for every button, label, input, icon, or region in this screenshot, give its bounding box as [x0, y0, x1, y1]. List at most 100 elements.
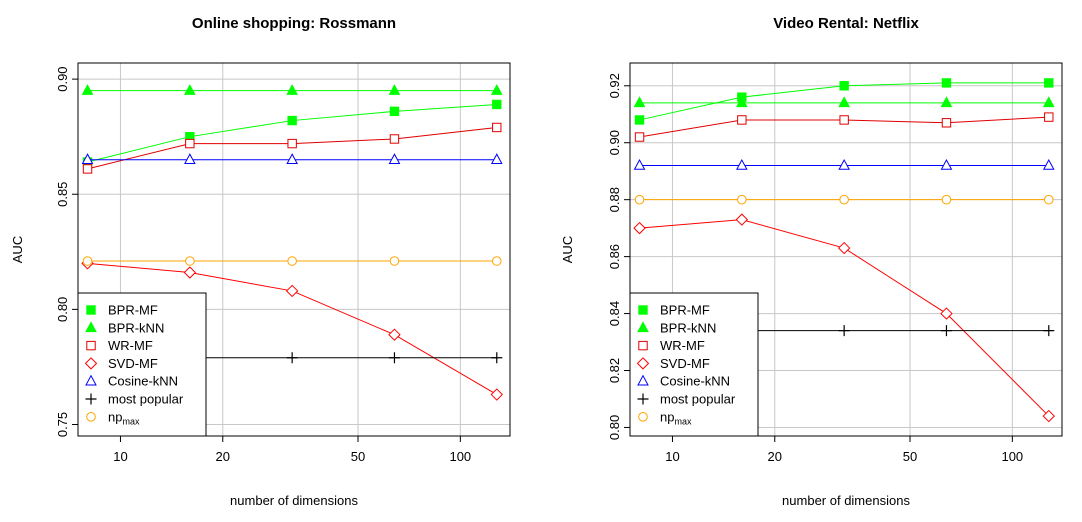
data-point	[634, 194, 645, 205]
series-np	[82, 256, 502, 266]
legend-marker	[638, 340, 648, 351]
data-point	[388, 352, 400, 364]
data-point	[286, 352, 298, 364]
y-tick-label: 0.84	[607, 301, 622, 326]
data-point	[737, 115, 747, 125]
data-point	[941, 118, 952, 128]
legend-marker	[637, 321, 649, 333]
data-point	[839, 194, 849, 205]
legend-label: npmax	[108, 409, 140, 426]
y-axis-label: AUC	[10, 236, 25, 263]
y-tick-label: 0.85	[55, 182, 70, 207]
data-point	[940, 325, 952, 337]
legend-label: Cosine-kNN	[108, 374, 178, 389]
data-point	[736, 96, 748, 108]
data-point	[941, 194, 952, 205]
legend-label: SVD-MF	[660, 356, 710, 371]
x-tick-label: 20	[216, 449, 230, 464]
y-tick-label: 0.80	[607, 415, 622, 440]
legend-label: most popular	[108, 392, 184, 407]
x-axis-label: number of dimensions	[782, 493, 910, 508]
legend-label: BPR-MF	[660, 303, 710, 318]
data-point	[388, 328, 401, 341]
x-tick-label: 20	[768, 449, 782, 464]
series-bpr-knn	[633, 96, 1055, 108]
data-point	[184, 153, 196, 165]
y-tick-label: 0.75	[55, 412, 70, 437]
legend-marker	[637, 374, 649, 386]
data-point	[1044, 78, 1054, 88]
series-bpr-knn	[81, 84, 503, 95]
series-wr-mf	[634, 112, 1054, 142]
data-point	[81, 84, 94, 95]
data-point	[185, 138, 195, 149]
legend-marker	[638, 412, 648, 422]
data-point	[735, 213, 749, 226]
series-cosine-knn	[633, 158, 1055, 170]
data-point	[491, 256, 502, 266]
data-point	[491, 352, 503, 364]
data-point	[389, 256, 400, 266]
data-point	[492, 99, 502, 110]
data-point	[286, 84, 298, 95]
plot-area	[633, 78, 1055, 423]
data-point	[490, 153, 503, 165]
x-tick-label: 10	[113, 449, 127, 464]
data-point	[633, 158, 646, 170]
data-point	[185, 256, 195, 266]
legend-label: BPR-kNN	[108, 320, 164, 335]
legend-box	[77, 292, 207, 437]
x-tick-label: 100	[1001, 449, 1023, 464]
legend-label: WR-MF	[108, 338, 153, 353]
chart-panel-1: 10 20 50 100 0.75 0.80 0.85 0.90 Online shopping…	[10, 15, 511, 508]
y-tick-label: 0.86	[607, 244, 622, 269]
legend-marker	[86, 305, 96, 315]
legend-label: BPR-kNN	[660, 320, 716, 335]
data-point	[492, 122, 502, 133]
data-point	[81, 153, 94, 165]
y-tick-label: 0.90	[55, 66, 70, 91]
y-tick-label: 0.80	[55, 297, 70, 322]
data-point	[389, 106, 400, 117]
x-tick-label: 50	[903, 449, 917, 464]
data-point	[633, 96, 646, 108]
legend-label: Cosine-kNN	[660, 374, 730, 389]
data-point	[838, 325, 850, 337]
x-tick-label: 10	[665, 449, 679, 464]
legend-marker	[636, 357, 650, 370]
legend-marker	[85, 374, 97, 386]
plot-frame	[77, 62, 511, 437]
data-point	[388, 153, 401, 165]
data-point	[287, 138, 297, 149]
legend-marker	[85, 393, 97, 405]
y-tick-label: 0.90	[607, 130, 622, 155]
y-tick-label: 0.82	[607, 358, 622, 383]
data-point	[184, 84, 196, 95]
data-point	[634, 115, 645, 125]
data-point	[1042, 96, 1055, 108]
y-tick-label: 0.92	[607, 73, 622, 98]
data-point	[1042, 409, 1055, 423]
data-point	[634, 132, 645, 142]
series-cosine-knn	[81, 153, 503, 165]
data-point	[1044, 112, 1054, 122]
data-point	[940, 307, 953, 320]
legend-marker	[637, 393, 649, 405]
legend-label: WR-MF	[660, 338, 705, 353]
data-point	[838, 96, 850, 108]
legend-marker	[638, 305, 648, 315]
x-axis-label: number of dimensions	[230, 493, 358, 508]
legend: BPR-MF BPR-kNN WR-MF SVD-MF Cosine-kNN most p…	[629, 292, 759, 437]
x-tick-label: 100	[449, 449, 471, 464]
data-point	[285, 284, 299, 298]
data-point	[837, 241, 851, 255]
data-point	[838, 158, 850, 170]
series-np	[634, 194, 1054, 205]
data-point	[839, 115, 849, 125]
legend-marker	[85, 321, 97, 333]
data-point	[736, 158, 748, 170]
chart-title: Video Rental: Netflix	[773, 15, 919, 32]
chart-title: Online shopping: Rossmann	[192, 15, 396, 32]
data-point	[1043, 325, 1055, 337]
